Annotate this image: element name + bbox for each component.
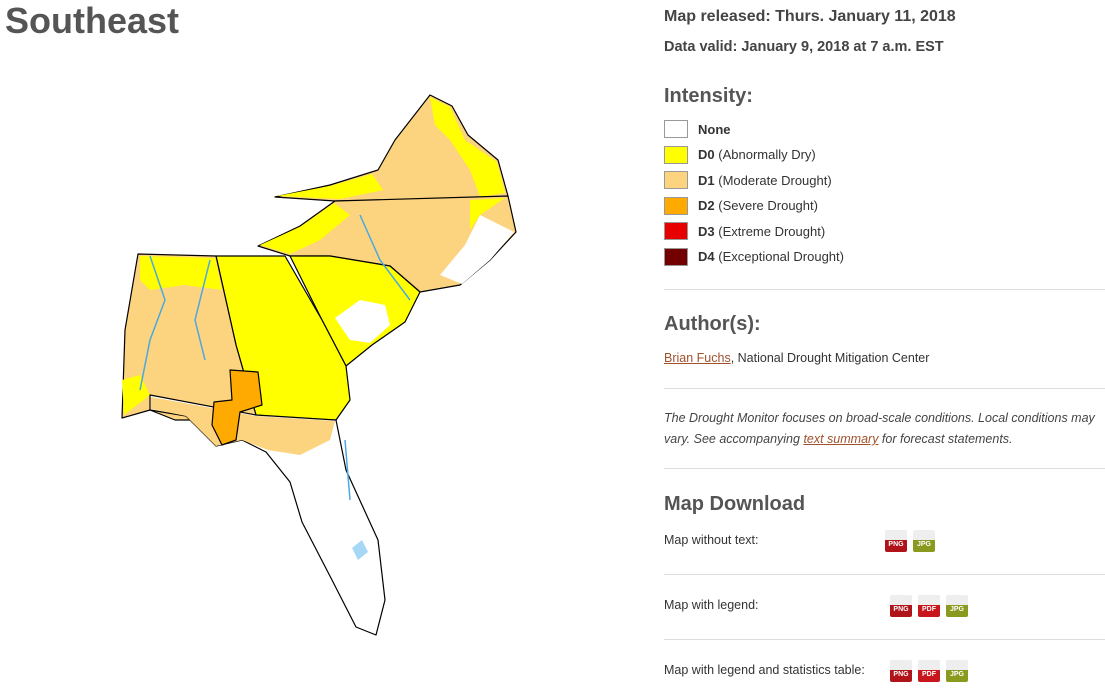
note: The Drought Monitor focuses on broad-sca… bbox=[664, 408, 1104, 450]
legend-swatch bbox=[664, 120, 688, 138]
legend-code: D0 bbox=[698, 147, 715, 162]
d2-area bbox=[211, 369, 263, 446]
author-affiliation: , National Drought Mitigation Center bbox=[730, 351, 930, 365]
author-link[interactable]: Brian Fuchs bbox=[664, 351, 731, 365]
download-icon[interactable]: JPG bbox=[913, 530, 935, 552]
data-valid: Data valid: January 9, 2018 at 7 a.m. ES… bbox=[664, 39, 944, 55]
legend-item: D0 (Abnormally Dry) bbox=[664, 145, 816, 164]
legend-label: (Abnormally Dry) bbox=[718, 147, 816, 162]
legend-item: D1 (Moderate Drought) bbox=[664, 171, 832, 189]
al-d0 bbox=[122, 256, 222, 415]
download-icon[interactable]: PNG bbox=[885, 530, 907, 552]
legend-swatch bbox=[664, 171, 688, 189]
legend-label: (Moderate Drought) bbox=[718, 172, 832, 188]
legend-swatch bbox=[664, 196, 688, 215]
legend-code: None bbox=[698, 121, 731, 137]
separator bbox=[664, 468, 1105, 469]
drought-map bbox=[121, 94, 517, 636]
legend-code: D2 bbox=[698, 198, 715, 213]
authors-heading: Author(s): bbox=[664, 313, 761, 335]
legend-item: D4 (Exceptional Drought) bbox=[664, 247, 844, 266]
separator bbox=[664, 289, 1105, 290]
author-line: Brian Fuchs, National Drought Mitigation… bbox=[664, 351, 929, 365]
nc-none bbox=[440, 215, 514, 284]
summary-link[interactable]: text summary bbox=[803, 432, 879, 446]
intensity-heading: Intensity: bbox=[664, 85, 753, 107]
sc-none bbox=[335, 300, 390, 343]
legend-swatch bbox=[664, 247, 688, 266]
download-icon[interactable]: JPG bbox=[946, 660, 968, 682]
legend-code: D1 bbox=[698, 172, 715, 188]
download-icon[interactable]: JPG bbox=[946, 595, 968, 617]
download-icon[interactable]: PNG bbox=[890, 660, 912, 682]
legend-swatch bbox=[664, 222, 688, 240]
legend-swatch bbox=[664, 145, 688, 164]
fl-d1 bbox=[151, 397, 335, 455]
download-heading: Map Download bbox=[664, 493, 806, 515]
download-icon[interactable]: PDF bbox=[918, 660, 940, 682]
legend-label: (Exceptional Drought) bbox=[718, 249, 844, 264]
legend-item: D2 (Severe Drought) bbox=[664, 196, 818, 215]
legend-code: D4 bbox=[698, 249, 715, 264]
nc-d0 bbox=[260, 198, 505, 254]
virginia-d0 bbox=[277, 97, 505, 199]
download-label: Map with legend and statistics table: bbox=[664, 663, 865, 677]
separator bbox=[664, 574, 1105, 575]
separator bbox=[664, 388, 1105, 389]
lake-okeechobee bbox=[352, 540, 368, 560]
rivers bbox=[139, 214, 411, 501]
page-title: Southeast bbox=[5, 0, 180, 41]
download-icon[interactable]: PDF bbox=[918, 595, 940, 617]
separator bbox=[664, 639, 1105, 640]
download-label: Map with legend: bbox=[664, 598, 759, 612]
legend-code: D3 bbox=[698, 223, 715, 239]
legend-item: D3 (Extreme Drought) bbox=[664, 222, 825, 240]
map-released: Map released: Thurs. January 11, 2018 bbox=[664, 8, 956, 25]
download-icon[interactable]: PNG bbox=[890, 595, 912, 617]
note-text: for forecast statements. bbox=[878, 432, 1013, 446]
legend-item: None bbox=[664, 120, 731, 138]
legend-label: (Extreme Drought) bbox=[718, 223, 826, 239]
note-text: The Drought Monitor focuses on broad-sca… bbox=[664, 411, 1095, 446]
legend-label: (Severe Drought) bbox=[718, 198, 818, 213]
download-label: Map without text: bbox=[664, 533, 759, 547]
